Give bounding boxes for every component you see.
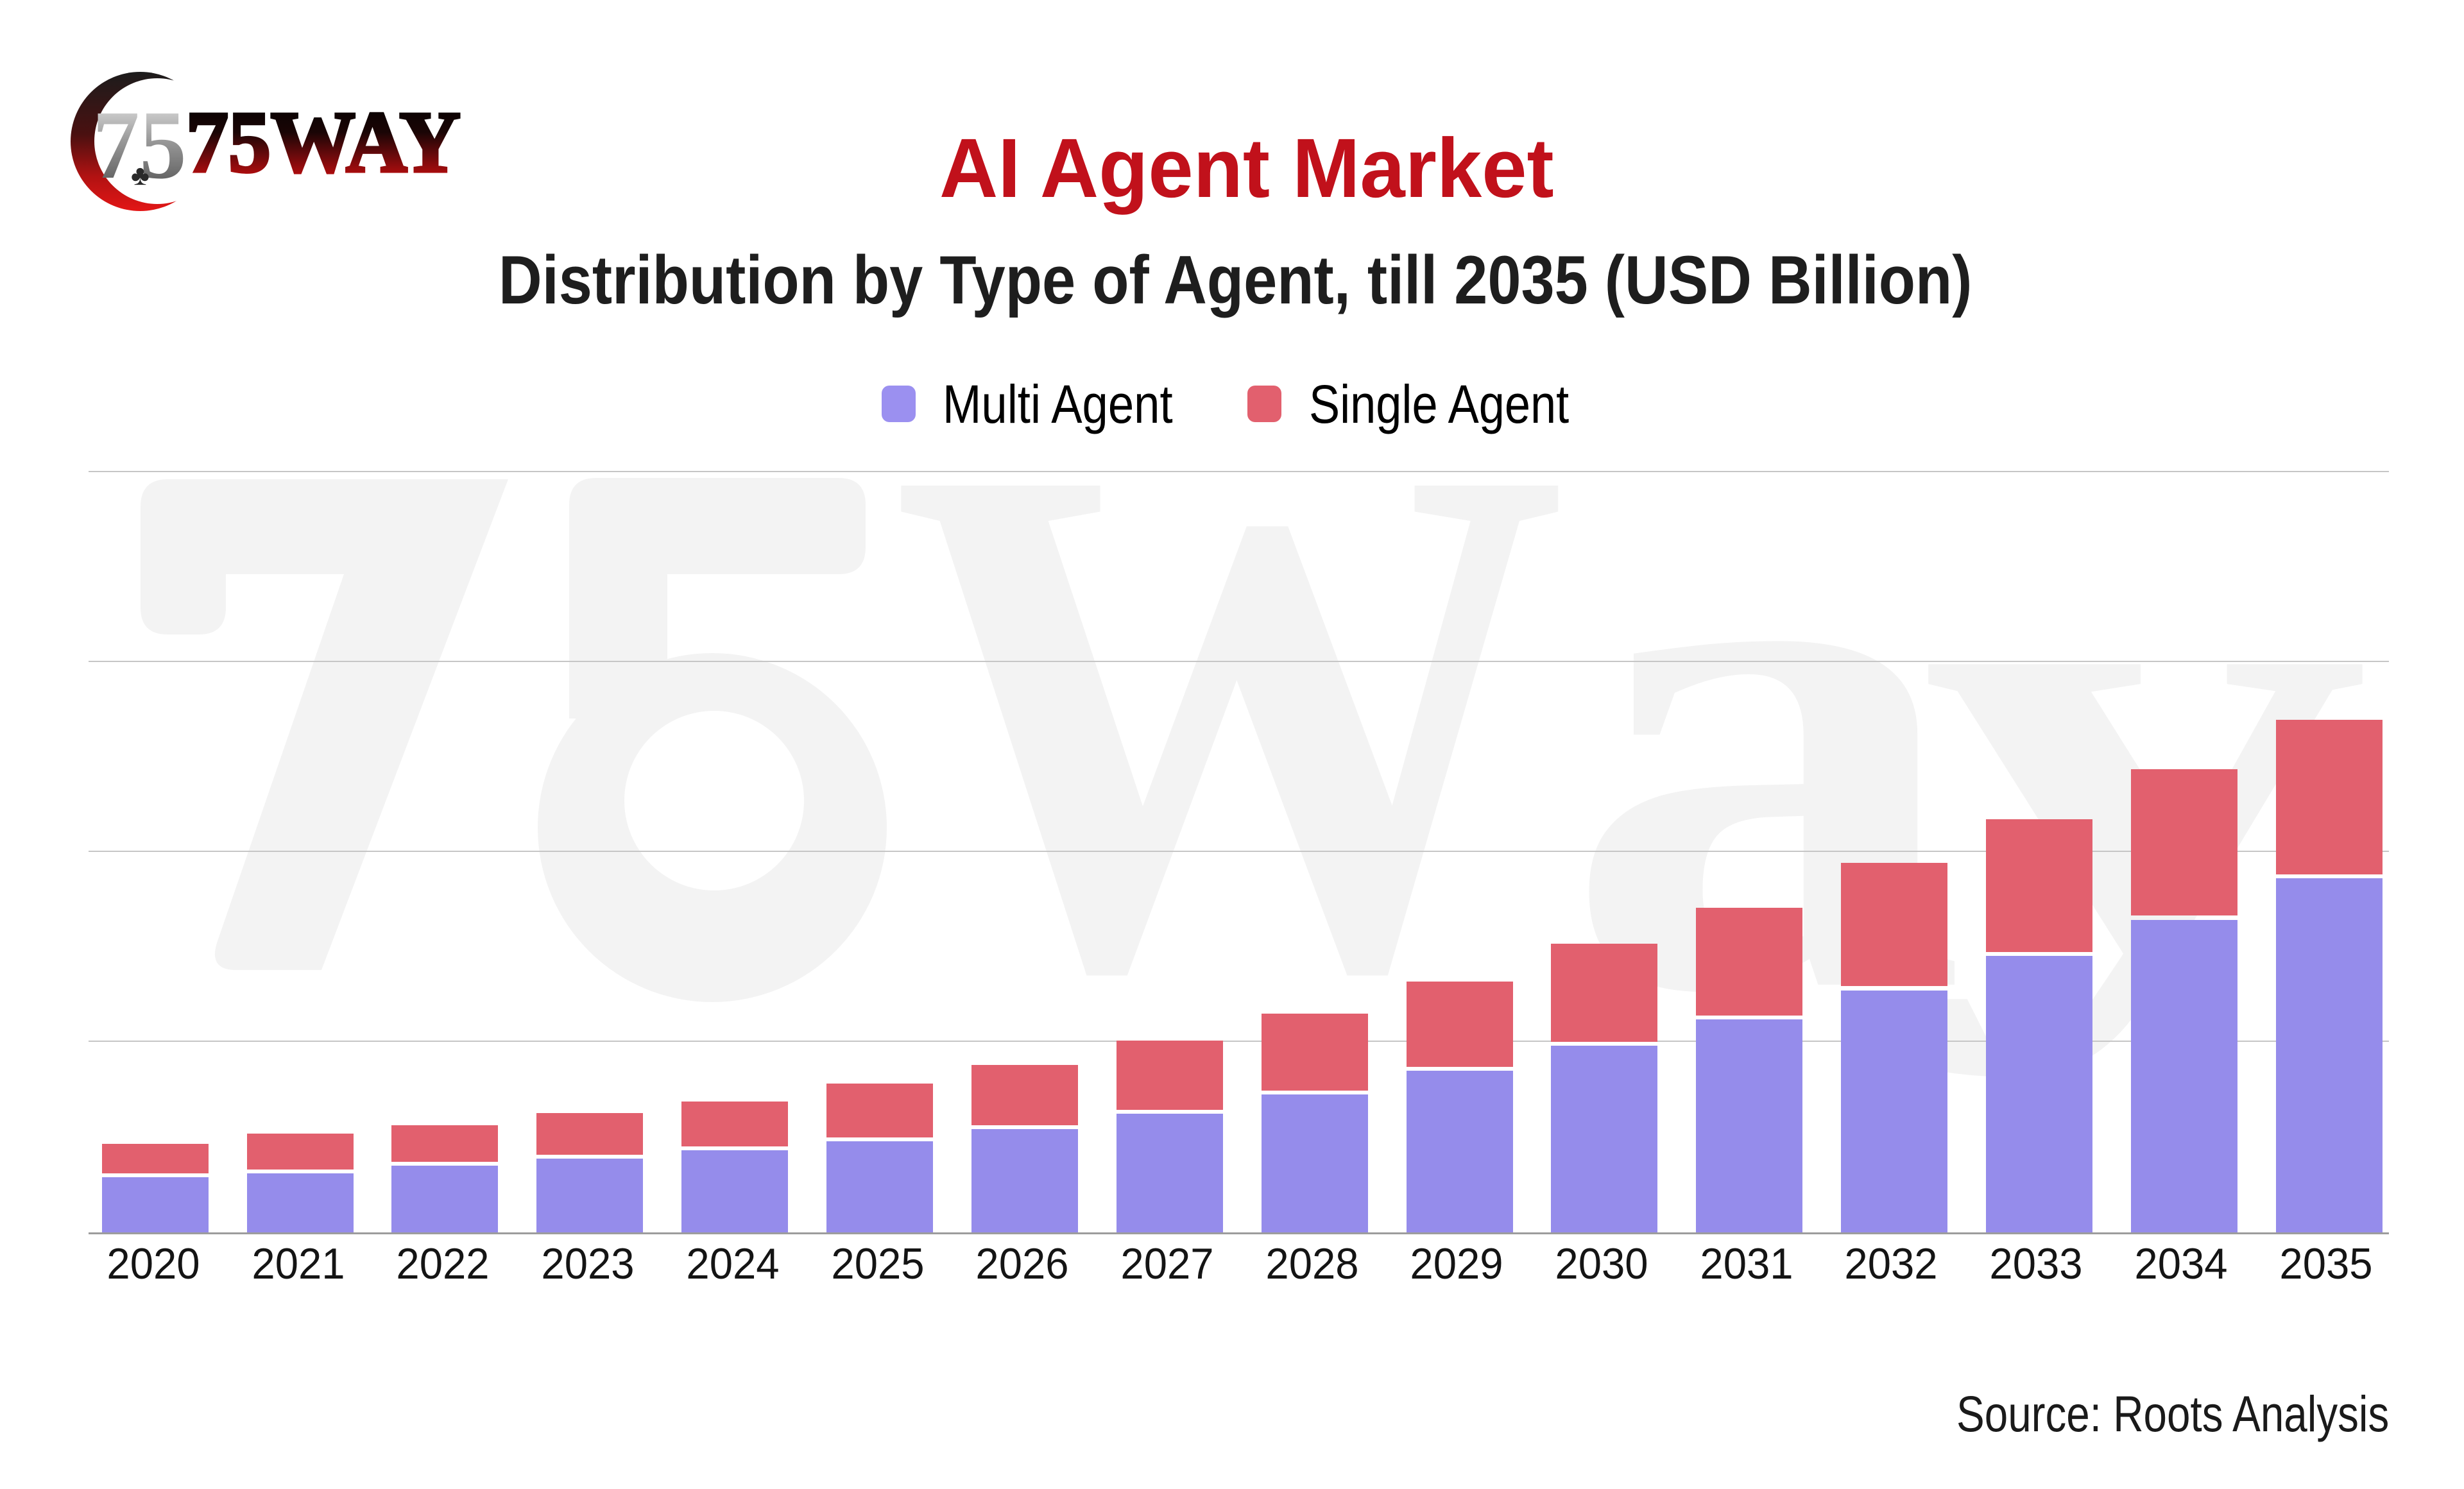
svg-text:75: 75	[92, 91, 186, 200]
svg-text:♣: ♣	[131, 160, 150, 191]
svg-text:75WAY: 75WAY	[186, 94, 461, 190]
